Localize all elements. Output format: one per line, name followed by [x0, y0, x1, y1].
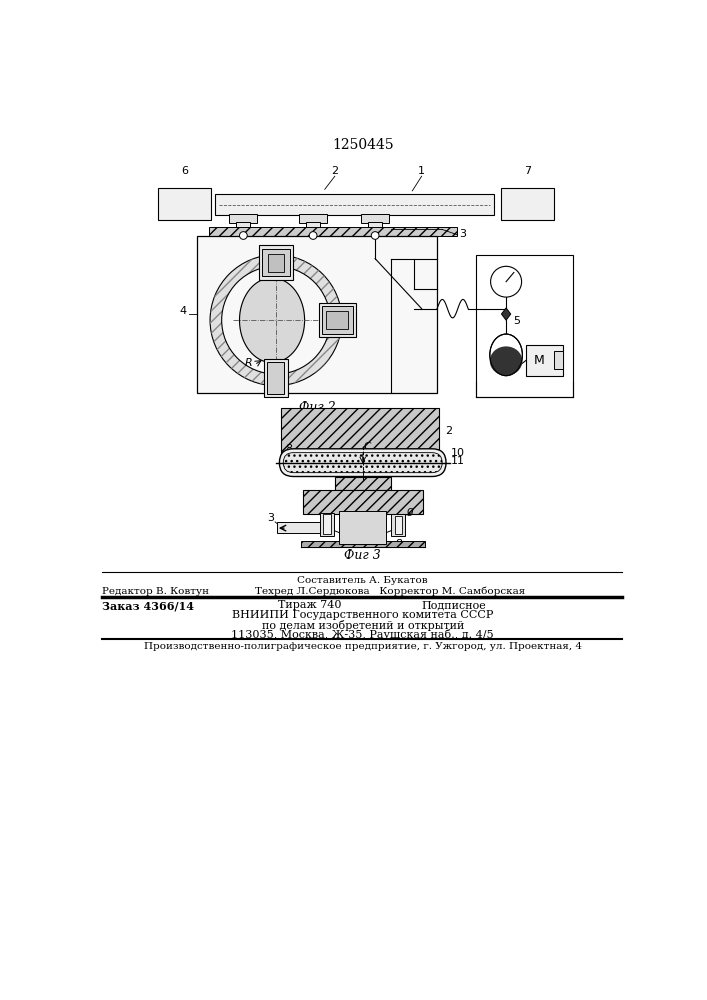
Circle shape	[222, 266, 330, 374]
Bar	[323, 514, 331, 534]
Bar	[300, 541, 425, 547]
Ellipse shape	[490, 334, 522, 376]
Text: 1250445: 1250445	[332, 138, 394, 152]
Polygon shape	[240, 278, 305, 363]
Bar	[339, 511, 386, 544]
Bar	[306, 222, 320, 232]
Text: 4: 4	[180, 306, 187, 316]
Text: 8: 8	[396, 539, 403, 549]
Circle shape	[240, 232, 247, 239]
Bar	[322, 306, 353, 334]
Bar	[277, 522, 320, 533]
Text: Фиг 2: Фиг 2	[298, 401, 335, 414]
Text: 5: 5	[513, 316, 520, 326]
Text: C: C	[363, 442, 371, 452]
FancyBboxPatch shape	[279, 449, 446, 477]
Bar	[327, 311, 348, 329]
Text: 8: 8	[285, 444, 292, 454]
Text: g: g	[407, 506, 414, 516]
Text: 11: 11	[450, 456, 464, 466]
Text: 1: 1	[418, 166, 425, 176]
Bar	[236, 222, 250, 232]
Text: М: М	[534, 354, 545, 367]
Bar	[320, 513, 334, 536]
Text: R: R	[245, 358, 252, 368]
Bar	[158, 188, 211, 220]
Text: 6: 6	[181, 166, 188, 176]
Text: Тираж 740: Тираж 740	[279, 600, 341, 610]
Bar	[476, 255, 573, 397]
Bar	[501, 188, 554, 220]
Bar	[395, 516, 402, 534]
Text: ВНИИПИ Государственного комитета СССР: ВНИИПИ Государственного комитета СССР	[232, 610, 493, 620]
Bar	[209, 227, 457, 235]
Bar	[262, 249, 290, 276]
Text: Редактор В. Ковтун: Редактор В. Ковтун	[103, 587, 209, 596]
Text: 10: 10	[450, 448, 464, 458]
Bar	[335, 477, 391, 490]
Bar	[526, 345, 563, 376]
Text: 3: 3	[267, 513, 274, 523]
Polygon shape	[501, 308, 510, 320]
Ellipse shape	[490, 346, 522, 376]
Text: 7: 7	[524, 166, 532, 176]
Bar	[259, 245, 293, 280]
Circle shape	[309, 232, 317, 239]
FancyBboxPatch shape	[284, 453, 442, 473]
Bar	[392, 514, 405, 536]
Text: 2: 2	[445, 426, 452, 436]
Circle shape	[210, 255, 341, 386]
Bar	[267, 362, 284, 394]
Text: 2: 2	[332, 166, 339, 176]
Bar	[361, 214, 389, 223]
Text: по делам изобретений и открытий: по делам изобретений и открытий	[262, 620, 464, 631]
Bar	[299, 214, 327, 223]
Bar	[215, 194, 493, 215]
Text: 113035, Москва, Ж-35, Раушская наб., д. 4/5: 113035, Москва, Ж-35, Раушская наб., д. …	[231, 629, 494, 640]
Bar	[368, 222, 382, 232]
Text: Подписное: Подписное	[421, 600, 486, 610]
Bar	[264, 359, 288, 397]
Bar	[554, 351, 563, 369]
Bar	[281, 408, 440, 460]
Text: Техред Л.Сердюкова   Корректор М. Самборская: Техред Л.Сердюкова Корректор М. Самборск…	[255, 587, 525, 596]
Text: Заказ 4366/14: Заказ 4366/14	[103, 600, 194, 611]
Text: 3: 3	[459, 229, 466, 239]
Text: Составитель А. Букатов: Составитель А. Букатов	[298, 576, 428, 585]
Text: Фиг 3: Фиг 3	[344, 549, 381, 562]
Text: x: x	[364, 523, 371, 533]
Bar	[268, 254, 284, 272]
Bar	[197, 235, 437, 393]
Bar	[319, 303, 356, 337]
Text: Производственно-полиграфическое предприятие, г. Ужгород, ул. Проектная, 4: Производственно-полиграфическое предприя…	[144, 642, 582, 651]
Circle shape	[491, 266, 522, 297]
Bar	[230, 214, 257, 223]
Bar	[303, 490, 423, 514]
Circle shape	[371, 232, 379, 239]
